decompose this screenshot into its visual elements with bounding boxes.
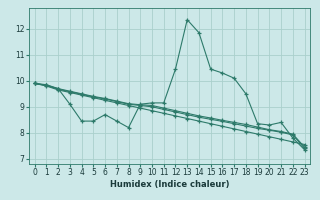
X-axis label: Humidex (Indice chaleur): Humidex (Indice chaleur) <box>110 180 229 189</box>
